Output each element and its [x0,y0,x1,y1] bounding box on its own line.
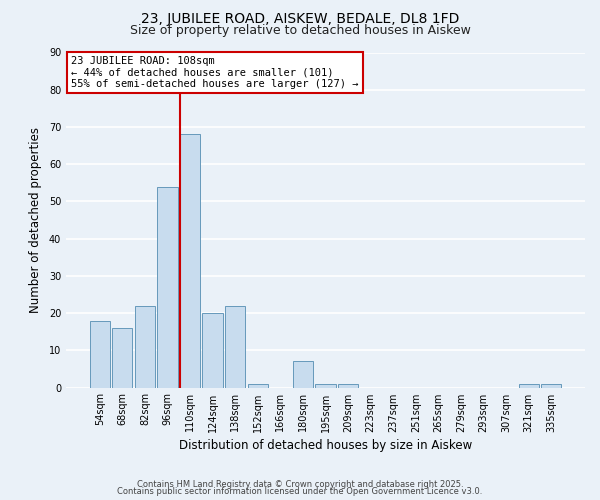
Bar [157,186,178,388]
Bar [112,328,133,388]
Bar [293,362,313,388]
Bar [89,320,110,388]
Bar [135,306,155,388]
Y-axis label: Number of detached properties: Number of detached properties [29,127,42,313]
Bar [180,134,200,388]
Bar [518,384,539,388]
X-axis label: Distribution of detached houses by size in Aiskew: Distribution of detached houses by size … [179,438,472,452]
Bar [541,384,562,388]
Text: 23 JUBILEE ROAD: 108sqm
← 44% of detached houses are smaller (101)
55% of semi-d: 23 JUBILEE ROAD: 108sqm ← 44% of detache… [71,56,359,89]
Bar [248,384,268,388]
Bar [316,384,335,388]
Text: Contains HM Land Registry data © Crown copyright and database right 2025.: Contains HM Land Registry data © Crown c… [137,480,463,489]
Text: Size of property relative to detached houses in Aiskew: Size of property relative to detached ho… [130,24,470,37]
Bar [338,384,358,388]
Bar [202,313,223,388]
Text: Contains public sector information licensed under the Open Government Licence v3: Contains public sector information licen… [118,487,482,496]
Bar [225,306,245,388]
Text: 23, JUBILEE ROAD, AISKEW, BEDALE, DL8 1FD: 23, JUBILEE ROAD, AISKEW, BEDALE, DL8 1F… [141,12,459,26]
